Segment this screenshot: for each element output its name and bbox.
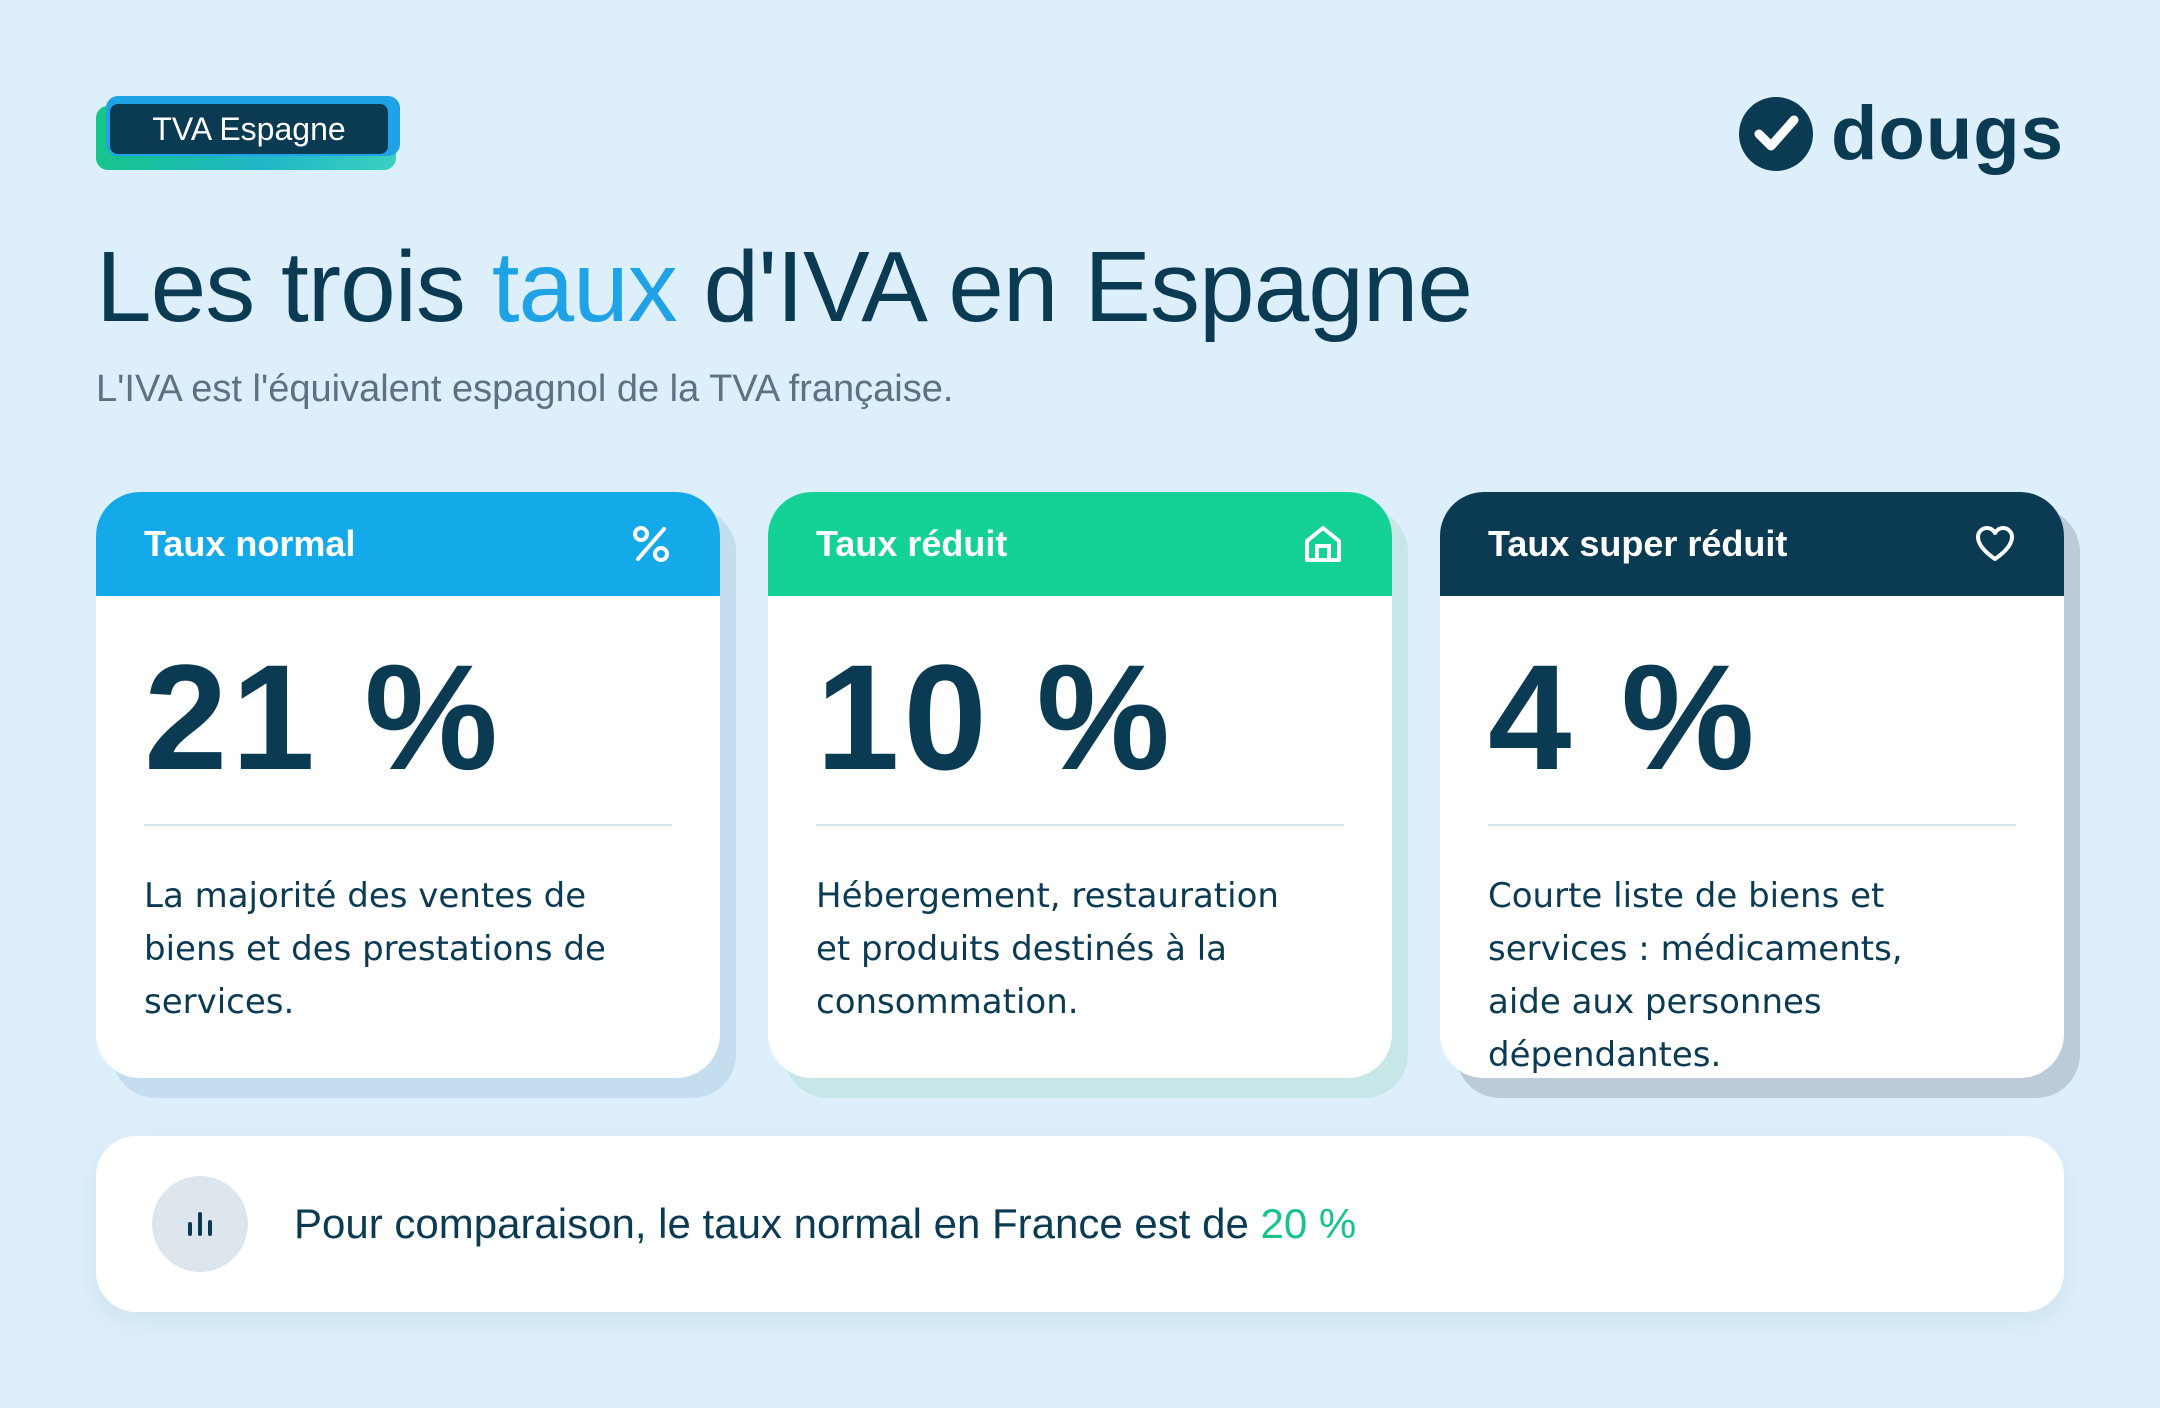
rate-value: 21 % [144, 633, 502, 801]
comparison-bar: Pour comparaison, le taux normal en Fran… [96, 1136, 2064, 1312]
title-accent: taux [491, 231, 678, 343]
house-icon [1305, 526, 1341, 562]
bar-chart-icon [152, 1176, 248, 1272]
card-description: Hébergement, restauration et produits de… [816, 876, 1279, 1022]
card-divider [1488, 824, 2016, 826]
page-title: Les trois taux d'IVA en Espagne [96, 231, 1474, 343]
comparison-value: 20 % [1260, 1200, 1357, 1247]
card-header: Taux super réduit [1440, 492, 2064, 596]
logo-text: dougs [1831, 91, 2064, 176]
comparison-label: Pour comparaison, le taux normal en Fran… [294, 1200, 1261, 1247]
card-taux-reduit: Taux réduit 10 % Hébergement, restaurati… [768, 492, 1392, 1078]
card-taux-normal: Taux normal 21 % La majorité des ventes … [96, 492, 720, 1078]
card-header: Taux normal [96, 492, 720, 596]
brand-logo: dougs [1739, 96, 2064, 172]
page-subtitle: L'IVA est l'équivalent espagnol de la TV… [96, 368, 954, 410]
heart-icon [1976, 526, 2014, 561]
card-title: Taux normal [144, 523, 356, 564]
comparison-text: Pour comparaison, le taux normal en Fran… [294, 1200, 1356, 1248]
title-part-2: d'IVA en Espagne [676, 231, 1474, 343]
card-title: Taux réduit [816, 523, 1008, 564]
rate-value: 4 % [1488, 633, 1759, 801]
card-divider [144, 824, 672, 826]
topic-badge: TVA Espagne [96, 96, 400, 170]
card-description: La majorité des ventes de biens et des p… [144, 876, 606, 1022]
card-title: Taux super réduit [1488, 523, 1788, 564]
title-part-1: Les trois [96, 231, 492, 343]
card-description: Courte liste de biens et services : médi… [1488, 876, 1903, 1075]
rate-value: 10 % [816, 633, 1174, 801]
card-header: Taux réduit [768, 492, 1392, 596]
card-taux-super-reduit: Taux super réduit 4 % Courte liste de bi… [1440, 492, 2064, 1078]
card-divider [816, 824, 1344, 826]
percent-icon [633, 526, 669, 562]
check-circle-icon [1739, 97, 1814, 171]
badge-label: TVA Espagne [110, 104, 388, 154]
